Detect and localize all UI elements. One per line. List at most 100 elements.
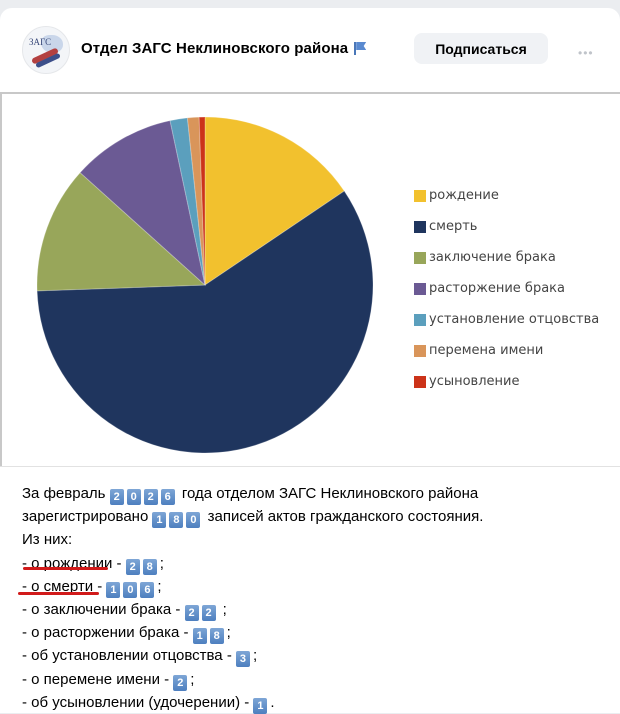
keycap-digit-icon: 2 — [173, 674, 188, 691]
legend-label: смерть — [429, 219, 478, 234]
keycap-digit-icon: 3 — [235, 651, 250, 668]
stats-list-item: - о рождении - 2 8; — [22, 552, 483, 575]
text-fragment: зарегистрировано — [22, 508, 153, 526]
punctuation: ; — [159, 554, 164, 572]
more-options-icon[interactable]: ••• — [578, 46, 594, 60]
legend-swatch-icon — [414, 282, 426, 295]
keycap-digit-icon: 0 — [123, 581, 138, 598]
legend-label: перемена имени — [429, 343, 544, 358]
keycap-digit-icon: 1 — [152, 512, 167, 529]
legend-item: рождение — [414, 180, 599, 211]
flag-icon — [354, 42, 367, 55]
stats-value: 3 — [235, 647, 253, 668]
pie-slice-1 — [36, 190, 374, 454]
pie-slice-3 — [79, 120, 206, 287]
legend-item: заключение брака — [414, 242, 599, 273]
stats-value: 1 — [253, 694, 270, 714]
punctuation: . — [270, 693, 275, 711]
legend-item: усыновление — [414, 366, 599, 397]
divider — [0, 466, 620, 467]
keycap-digit-icon: 0 — [126, 489, 141, 505]
text-line: Из них: — [22, 531, 73, 549]
legend-swatch-icon — [414, 313, 426, 326]
stats-list-item: - о перемене имени - 2; — [22, 668, 483, 691]
punctuation: ; — [218, 601, 227, 619]
keycap-digit-icon: 6 — [140, 581, 155, 598]
pie-slice-4 — [169, 117, 206, 286]
avatar[interactable]: ЗАГС — [22, 26, 70, 74]
legend-label: расторжение брака — [429, 281, 565, 296]
keycap-digit-icon: 2 — [125, 558, 140, 575]
stats-label: - о расторжении брака - — [22, 624, 193, 642]
keycap-digit-icon: 8 — [169, 512, 184, 529]
legend-label: заключение брака — [429, 250, 556, 265]
legend-swatch-icon — [414, 251, 426, 264]
chart-legend: рождение смерть заключение брака расторжени… — [414, 180, 599, 397]
keycap-digit-icon: 1 — [192, 628, 207, 645]
punctuation: ; — [190, 670, 195, 688]
post-header: ЗАГС Отдел ЗАГС Неклиновского района Под… — [0, 8, 620, 92]
legend-item: перемена имени — [414, 335, 599, 366]
pie-chart-image[interactable]: рождение смерть заключение брака расторжени… — [0, 92, 620, 466]
red-underline-annotation — [23, 567, 108, 570]
keycap-digit-icon: 6 — [160, 489, 175, 505]
stats-label: - о перемене имени - — [22, 670, 174, 688]
stats-list: - о рождении - 2 8; - о смерти - 1 0 6; - о з… — [22, 552, 483, 714]
legend-swatch-icon — [414, 189, 426, 202]
punctuation: ; — [252, 647, 258, 665]
legend-swatch-icon — [414, 220, 426, 233]
punctuation: ; — [226, 624, 231, 642]
community-title[interactable]: Отдел ЗАГС Неклиновского района — [81, 40, 367, 57]
keycap-digit-icon: 2 — [143, 489, 158, 505]
stats-label: - о заключении брака - — [22, 601, 185, 619]
text-fragment: записей актов гражданского состояния. — [207, 508, 484, 526]
stats-label: - об усыновлении (удочерении) - — [22, 693, 254, 711]
pie-chart — [36, 116, 374, 454]
post-card: ЗАГС Отдел ЗАГС Неклиновского района Под… — [0, 8, 620, 714]
legend-label: усыновление — [429, 374, 520, 389]
legend-swatch-icon — [414, 375, 426, 388]
text-fragment: За февраль — [22, 485, 110, 502]
keycap-digit-icon: 2 — [109, 489, 124, 505]
keycap-digit-icon: 0 — [186, 512, 201, 529]
pie-slice-5 — [186, 116, 206, 286]
pie-slice-0 — [204, 116, 345, 286]
keycap-digit-icon: 1 — [106, 581, 121, 598]
community-name[interactable]: Отдел ЗАГС Неклиновского района — [81, 40, 349, 57]
map-logo-icon — [41, 35, 63, 53]
stats-list-item: - об установлении отцовства - 3; — [22, 644, 483, 668]
pie-slice-6 — [198, 116, 206, 286]
red-underline-annotation — [18, 592, 99, 595]
avatar-logo-text: ЗАГС — [29, 37, 52, 47]
pie-slice-2 — [36, 171, 207, 292]
keycap-digit-icon: 2 — [201, 605, 216, 622]
stats-list-item: - об усыновлении (удочерении) - 1. — [22, 691, 483, 714]
stats-value: 2 — [173, 671, 190, 691]
legend-item: установление отцовства — [414, 304, 599, 335]
punctuation: ; — [157, 577, 162, 595]
stats-label: - об установлении отцовства - — [22, 647, 236, 665]
stats-label: - о смерти - — [22, 577, 107, 595]
stats-list-item: - о расторжении брака - 1 8; — [22, 621, 483, 645]
keycap-digit-icon: 8 — [209, 628, 224, 645]
legend-item: расторжение брака — [414, 273, 599, 304]
keycap-digit-icon: 2 — [184, 605, 199, 622]
legend-item: смерть — [414, 211, 599, 242]
legend-swatch-icon — [414, 344, 426, 357]
subscribe-button[interactable]: Подписаться — [414, 33, 548, 64]
stats-list-item: - о смерти - 1 0 6; — [22, 575, 483, 598]
text-fragment: года отделом ЗАГС Неклиновского района — [181, 485, 479, 502]
legend-label: установление отцовства — [429, 312, 600, 327]
keycap-digit-icon: 1 — [253, 697, 268, 714]
keycap-digit-icon: 8 — [142, 558, 157, 575]
